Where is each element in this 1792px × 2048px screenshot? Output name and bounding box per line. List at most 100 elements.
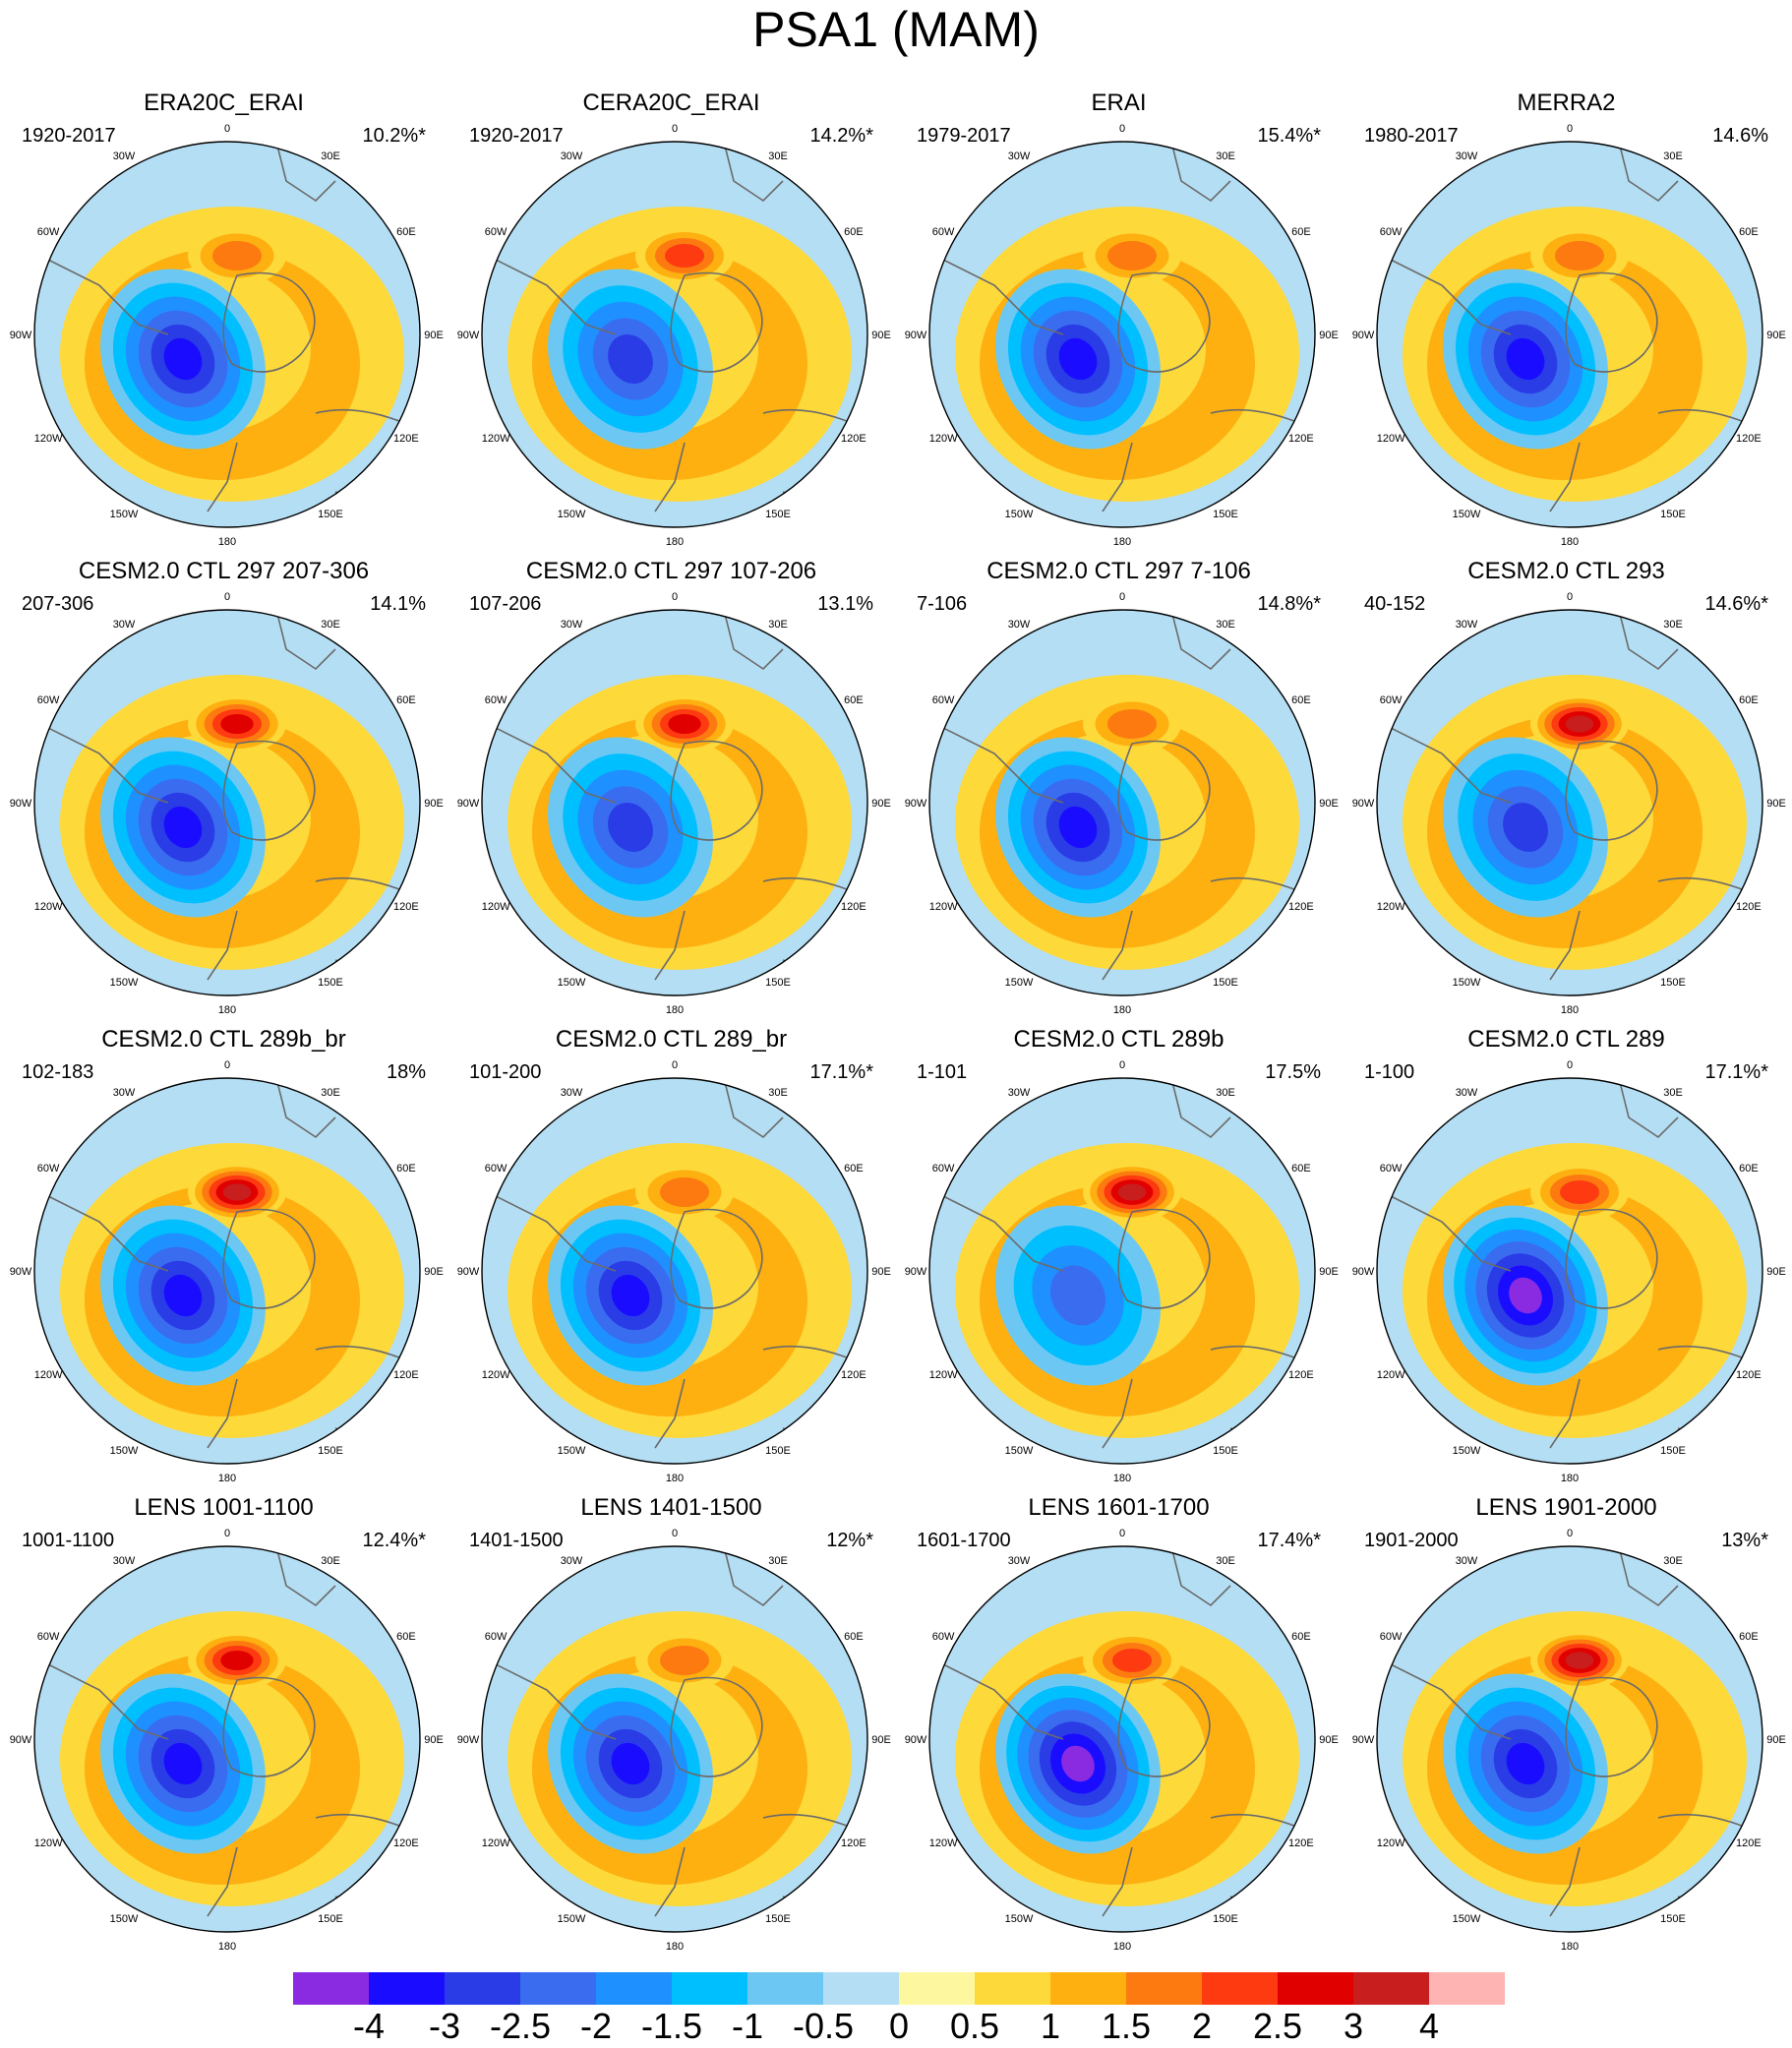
- map-border: [1376, 1077, 1763, 1465]
- longitude-label: 150E: [1213, 1445, 1238, 1457]
- south-america-outline: [934, 255, 1064, 335]
- longitude-label: 60W: [37, 1631, 60, 1643]
- longitude-label: 120E: [841, 1837, 866, 1849]
- south-america-outline: [1382, 255, 1512, 335]
- colorbar-swatch: [1429, 1972, 1505, 2005]
- longitude-label: 150W: [1005, 509, 1034, 520]
- colorbar-swatch: [975, 1972, 1051, 2005]
- longitude-label: 60W: [37, 226, 60, 238]
- longitude-label: 30W: [1456, 619, 1478, 631]
- map-panel: MERRA2 1980-2017 14.6% 0 30E 60E 90E 120E 150E 18…: [1343, 89, 1790, 551]
- map-panel: CESM2.0 CTL 297 107-206 107-206 13.1% 0 30E 6…: [448, 557, 895, 1019]
- longitude-label: 120W: [1377, 901, 1405, 913]
- longitude-label: 120E: [1288, 1837, 1314, 1849]
- longitude-label: 150W: [1005, 977, 1034, 989]
- longitude-label: 180: [218, 1004, 236, 1016]
- panel-years: 101-200: [469, 1061, 542, 1083]
- panel-title: LENS 1401-1500: [580, 1494, 762, 1521]
- longitude-label: 150W: [558, 1913, 586, 1925]
- map-border: [33, 1077, 421, 1465]
- longitude-label: 0: [1567, 591, 1573, 603]
- longitude-label: 180: [1561, 1004, 1579, 1016]
- longitude-label: 150E: [1213, 1913, 1238, 1925]
- panel-variance: 12%*: [826, 1530, 873, 1551]
- longitude-label: 60E: [396, 1631, 416, 1643]
- panel-title: CESM2.0 CTL 297 107-206: [525, 558, 817, 584]
- anomaly-positive-center: [668, 714, 701, 734]
- anomaly-negative-center: [1058, 806, 1098, 849]
- new-zealand-outline: [1549, 442, 1581, 512]
- panel-variance: 18%: [386, 1061, 426, 1083]
- longitude-label: 60E: [844, 1163, 864, 1175]
- colorbar-swatch: [1050, 1972, 1127, 2005]
- longitude-label: 150W: [110, 1913, 139, 1925]
- longitude-label: 30E: [768, 619, 788, 631]
- anomaly-negative-center: [163, 806, 203, 849]
- longitude-label: 120W: [929, 433, 958, 445]
- longitude-label: 60W: [932, 1163, 955, 1175]
- panel-title: MERRA2: [1517, 90, 1616, 116]
- longitude-label: 0: [672, 1528, 678, 1539]
- longitude-label: 30W: [561, 151, 583, 162]
- colorbar-swatch: [823, 1972, 900, 2005]
- longitude-label: 0: [1119, 1059, 1125, 1071]
- anomaly-positive-center: [1107, 241, 1157, 271]
- colorbar-tick-label: -2.5: [489, 2006, 552, 2046]
- south-america-outline: [1382, 1191, 1512, 1272]
- panel-variance: 17.5%: [1265, 1061, 1321, 1083]
- longitude-label: 60E: [396, 1163, 416, 1175]
- map-panel: CESM2.0 CTL 297 7-106 7-106 14.8%* 0 30E 60E 9…: [895, 557, 1343, 1019]
- longitude-label: 60W: [1380, 1631, 1403, 1643]
- colorbar-tick-label: -1.5: [640, 2006, 703, 2046]
- antarctica-outline: [670, 1676, 763, 1777]
- new-zealand-outline: [654, 442, 686, 512]
- panel-years: 1901-2000: [1364, 1530, 1459, 1551]
- colorbar-tick-label: 3: [1343, 2006, 1364, 2046]
- map-panel: LENS 1401-1500 1401-1500 12%* 0 30E 60E 90E 120…: [448, 1493, 895, 1956]
- panel-title: CESM2.0 CTL 289b_br: [101, 1026, 346, 1053]
- longitude-label: 60E: [1291, 1631, 1311, 1643]
- longitude-label: 90E: [1766, 1734, 1786, 1746]
- longitude-label: 30W: [113, 151, 136, 162]
- longitude-label: 90E: [1766, 330, 1786, 341]
- polar-map: 0 30E 60E 90E 120E 150E 180 150W 120W 90W 60W 30W: [10, 1528, 444, 1953]
- map-border: [928, 609, 1316, 996]
- new-zealand-outline: [654, 910, 686, 981]
- longitude-label: 30E: [321, 151, 340, 162]
- longitude-label: 30E: [1663, 1555, 1683, 1567]
- south-america-outline: [487, 255, 617, 335]
- colorbar-swatch: [672, 1972, 748, 2005]
- longitude-label: 30E: [321, 619, 340, 631]
- longitude-label: 60W: [485, 1163, 508, 1175]
- longitude-label: 90W: [1352, 1266, 1375, 1278]
- south-america-outline: [934, 1659, 1064, 1740]
- new-zealand-outline: [1102, 1846, 1133, 1917]
- longitude-label: 90W: [457, 330, 480, 341]
- colorbar-tick-label: -3: [428, 2006, 461, 2046]
- longitude-label: 30W: [1456, 1555, 1478, 1567]
- africa-outline: [1170, 1546, 1231, 1607]
- longitude-label: 180: [218, 536, 236, 548]
- longitude-label: 120E: [841, 1369, 866, 1381]
- south-america-outline: [1382, 1659, 1512, 1740]
- longitude-label: 180: [218, 1941, 236, 1953]
- longitude-label: 0: [672, 1059, 678, 1071]
- longitude-label: 30E: [1216, 151, 1235, 162]
- longitude-label: 30E: [321, 1087, 340, 1099]
- anomaly-positive-center: [1565, 715, 1594, 733]
- polar-map: 0 30E 60E 90E 120E 150E 180 150W 120W 90W 60W 30W: [457, 123, 891, 548]
- panel-title: CESM2.0 CTL 293: [1467, 558, 1665, 584]
- panel-variance: 17.1%*: [809, 1061, 874, 1083]
- new-zealand-outline: [654, 1378, 686, 1449]
- anomaly-positive-center: [660, 1177, 709, 1207]
- map-border: [928, 1545, 1316, 1933]
- map-panel: LENS 1601-1700 1601-1700 17.4%* 0 30E 60E 90E 1…: [895, 1493, 1343, 1956]
- antarctica-outline: [670, 271, 763, 373]
- longitude-label: 60W: [485, 226, 508, 238]
- longitude-label: 60W: [1380, 226, 1403, 238]
- longitude-label: 60E: [1739, 1631, 1759, 1643]
- longitude-label: 150W: [1005, 1445, 1034, 1457]
- longitude-label: 60E: [1739, 1163, 1759, 1175]
- longitude-label: 150E: [765, 509, 791, 520]
- longitude-label: 0: [672, 591, 678, 603]
